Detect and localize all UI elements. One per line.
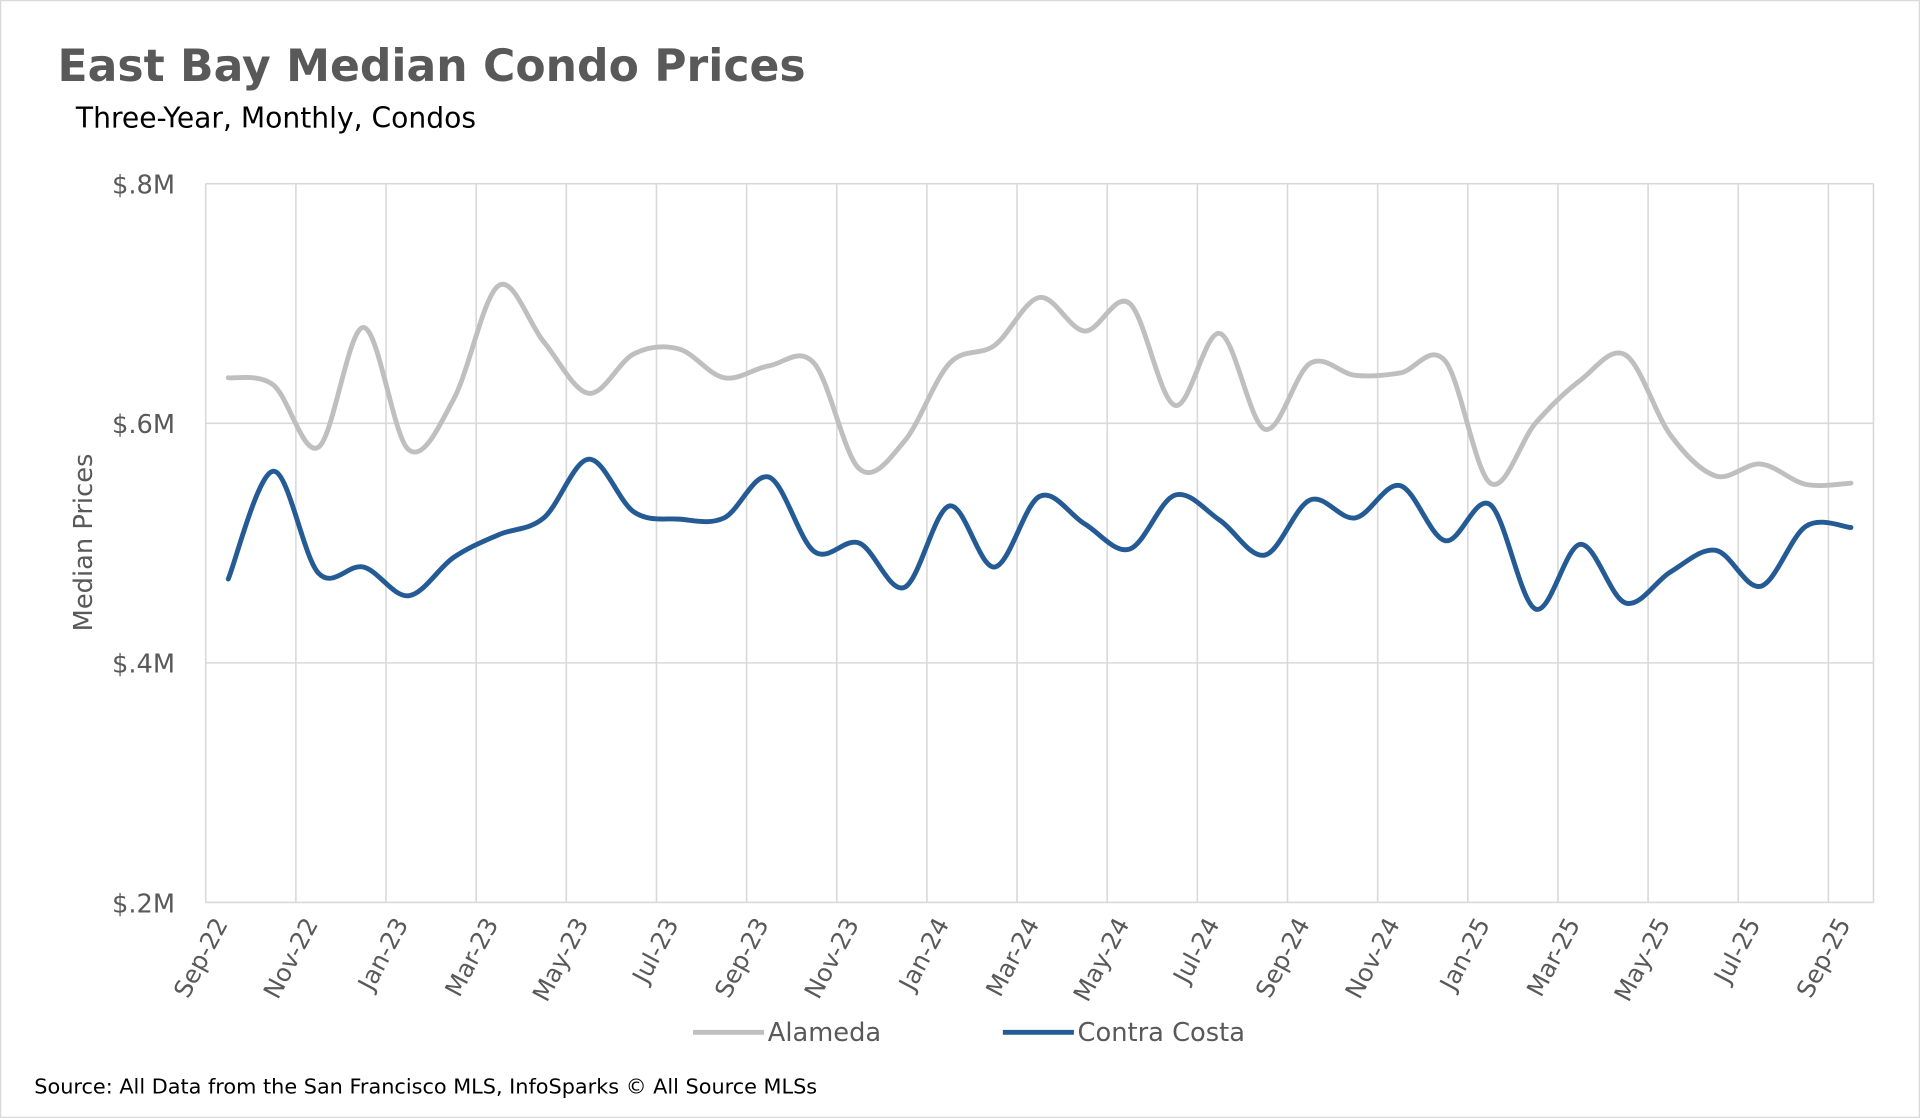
legend-label: Alameda (768, 1018, 881, 1048)
source-note: Source: All Data from the San Francisco … (34, 1074, 817, 1098)
y-tick-label: $.8M (112, 170, 175, 200)
chart-subtitle: Three-Year, Monthly, Condos (75, 101, 476, 134)
y-tick-label: $.2M (112, 889, 175, 919)
chart-title: East Bay Median Condo Prices (58, 41, 806, 92)
y-tick-label: $.6M (112, 410, 175, 440)
y-axis-label: Median Prices (69, 454, 99, 632)
series-line (225, 281, 1854, 489)
legend-label: Contra Costa (1078, 1018, 1245, 1048)
series-line (225, 456, 1854, 612)
y-tick-label: $.4M (112, 650, 175, 680)
